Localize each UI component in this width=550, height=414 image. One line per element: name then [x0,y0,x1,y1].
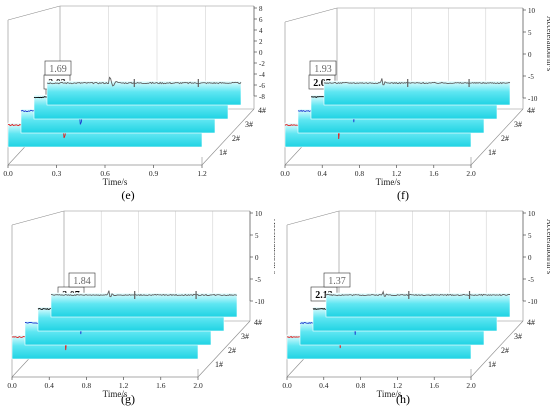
series-line-4 [50,290,238,298]
y-tick-label: 2 [259,38,263,46]
peak-label-4: 1.93 [309,60,337,76]
panel-label: (f) [397,188,409,202]
x-tick-label: 0.8 [82,381,92,390]
depth-tick-label: 2# [501,346,509,355]
y-tick-label: 0 [528,254,532,262]
y-tick-label: 8 [259,5,263,13]
x-axis-label: Time/s [103,389,128,399]
y-tick-label: -10 [528,95,538,103]
chart-svg-e: 7.641#7.942#2.033#1.694#0.00.30.60.91.2T… [3,5,285,202]
x-tick-label: 1.6 [156,381,166,390]
y-tick-label: 5 [255,232,259,240]
depth-tick-label: 4# [527,106,535,115]
depth-tick-label: 4# [254,318,262,327]
depth-tick-label: 3# [514,332,522,341]
series-line-4 [323,78,511,86]
x-tick-label: 1.2 [119,381,129,390]
x-axis-label: Time/s [377,389,402,399]
y-tick-label: -4 [259,71,265,79]
layer-ribbon-4 [325,292,511,318]
peak-value-4: 1.69 [49,64,67,75]
depth-tick-label: 3# [245,120,253,129]
x-tick-label: 0.0 [280,169,290,178]
y-tick-label: -5 [528,276,534,284]
x-tick-label: 2.0 [466,169,476,178]
chart-panel-e: 7.641#7.942#2.033#1.694#0.00.30.60.91.2T… [0,0,285,210]
x-tick-label: 0.4 [319,381,329,390]
chart-svg-f: 9.931#8.042#2.073#1.934#0.00.40.81.21.62… [280,7,550,202]
x-tick-label: 0.0 [282,381,292,390]
peak-value-4: 1.84 [73,276,91,287]
x-tick-label: 0.6 [100,169,110,178]
x-tick-label: 0.4 [318,169,328,178]
series-line-4 [46,76,242,87]
x-tick-label: 0.4 [45,381,55,390]
panel-label: (e) [121,188,134,202]
y-tick-label: 6 [259,16,263,24]
y-tick-label: -8 [259,93,265,101]
chart-panel-h: 7.871#8.492#2.133#1.374#0.00.40.81.21.62… [275,205,550,414]
panel-label: (g) [121,392,135,406]
y-tick-label: 0 [255,254,259,262]
x-axis-label: Time/s [376,177,401,187]
x-tick-label: 1.2 [393,381,403,390]
depth-tick-label: 3# [514,120,522,129]
y-tick-label: 10 [528,7,536,15]
peak-label-4: 1.84 [68,272,96,288]
y-tick-label: 0 [259,49,263,57]
x-tick-label: 1.2 [392,169,402,178]
layer-ribbon-4 [50,292,238,318]
peak-value-3: 2.13 [315,290,333,301]
x-tick-label: 1.6 [429,169,439,178]
y-tick-label: -6 [259,82,265,90]
x-tick-label: 2.0 [466,381,476,390]
peak-value-3: 2.07 [313,78,331,89]
y-tick-label: 10 [255,210,263,218]
chart-svg-h: 7.871#8.492#2.133#1.374#0.00.40.81.21.62… [282,210,550,406]
depth-tick-label: 2# [228,346,236,355]
depth-tick-label: 1# [488,148,496,157]
y-tick-label: 5 [528,232,532,240]
depth-tick-label: 2# [232,134,240,143]
peak-value-4: 1.37 [328,276,346,287]
y-axis-label: Acceleration/m·s-2 [545,219,550,279]
y-tick-label: 5 [528,29,532,37]
x-tick-label: 0.0 [7,381,17,390]
chart-panel-f: 9.931#8.042#2.073#1.934#0.00.40.81.21.62… [275,0,550,210]
x-tick-label: 0.8 [355,169,365,178]
y-axis-label: Acceleration/m·s-2 [545,16,550,76]
y-tick-label: -5 [528,73,534,81]
x-axis-label: Time/s [103,177,128,187]
x-tick-label: 1.2 [197,169,207,178]
panel-label: (h) [396,392,410,406]
y-tick-label: 0 [528,51,532,59]
x-tick-label: 0.9 [149,169,159,178]
x-tick-label: 0.0 [3,169,13,178]
depth-tick-label: 1# [215,360,223,369]
y-tick-label: 10 [528,210,536,218]
peak-value-4: 1.93 [314,64,332,75]
x-tick-label: 0.3 [52,169,62,178]
layer-ribbon-4 [46,80,242,106]
x-tick-label: 0.8 [356,381,366,390]
y-tick-label: -5 [255,276,261,284]
depth-tick-label: 3# [241,332,249,341]
x-tick-label: 2.0 [193,381,203,390]
chart-svg-g: 9.281#7.972#3.073#1.844#0.00.40.81.21.62… [7,210,281,406]
depth-tick-label: 2# [501,134,509,143]
series-line-4 [325,290,510,297]
y-tick-label: -10 [528,298,538,306]
depth-tick-label: 4# [258,106,266,115]
x-tick-label: 1.6 [430,381,440,390]
depth-tick-label: 4# [527,318,535,327]
y-tick-label: -2 [259,60,265,68]
y-tick-label: -10 [255,298,265,306]
peak-label-4: 1.69 [44,60,72,76]
peak-label-4: 1.37 [323,272,351,288]
depth-tick-label: 1# [219,148,227,157]
y-tick-label: 4 [259,27,263,35]
layer-ribbon-4 [323,80,511,106]
depth-tick-label: 1# [488,360,496,369]
chart-panel-g: 9.281#7.972#3.073#1.844#0.00.40.81.21.62… [0,205,281,414]
